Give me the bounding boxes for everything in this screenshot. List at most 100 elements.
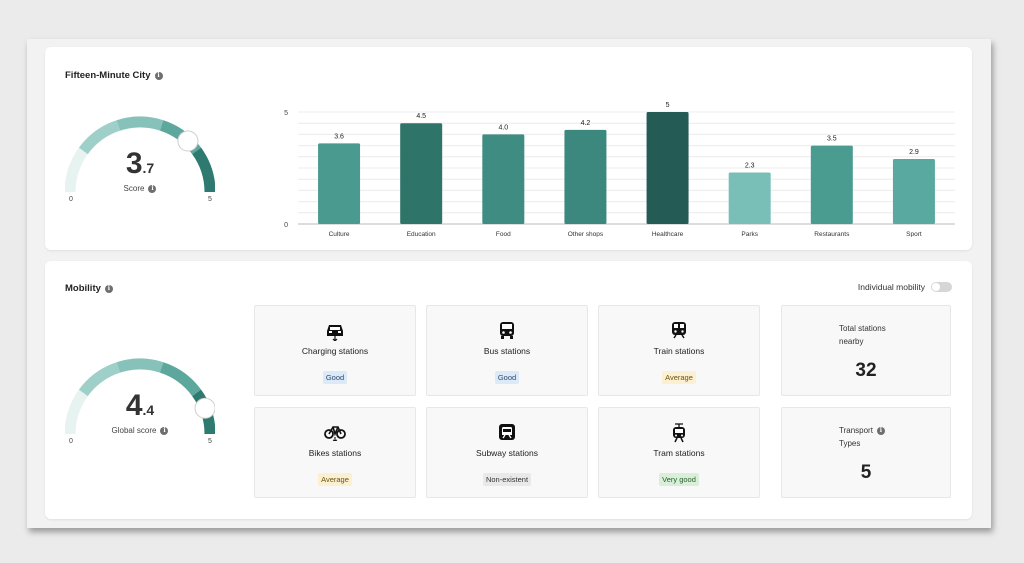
info-icon[interactable]: i [104, 284, 113, 293]
y-tick-label: 0 [284, 222, 288, 229]
global-score-gauge-arc [64, 358, 216, 435]
category-bar-chart: 0 5 3.6 Culture 4.5 Education 4.0 Food 4.2 Other … [284, 102, 955, 237]
transport-types-title-line1: Transport [839, 426, 873, 435]
toggle-switch[interactable] [931, 282, 952, 292]
total-stations-title-line2: nearby [839, 337, 864, 346]
tile-subway-stations[interactable]: Subway stations Non-existent [426, 407, 588, 498]
score-value-integer: 3 [125, 147, 143, 180]
global-score-label: Global score i [65, 426, 215, 435]
individual-mobility-label: Individual mobility [857, 282, 925, 292]
bar-value-label: 5 [666, 102, 670, 109]
subway-icon [427, 423, 587, 441]
status-badge: Non-existent [482, 473, 532, 486]
y-tick-label: 5 [284, 110, 288, 117]
global-score-decimal: .4 [142, 402, 155, 418]
score-gauge: 3.7 Score i 0 5 [64, 107, 216, 207]
total-stations-value: 32 [855, 360, 877, 381]
bar-value-label: 4.2 [581, 120, 591, 127]
status-badge: Average [318, 473, 352, 486]
tile-label: Tram stations [653, 448, 705, 458]
total-stations-title-line1: Total stations [839, 324, 886, 333]
individual-mobility-toggle[interactable]: Individual mobility [858, 282, 952, 292]
status-badge: Average [662, 371, 696, 384]
tile-label: Bikes stations [308, 448, 362, 458]
gauge-max-label: 5 [208, 196, 212, 203]
global-score-integer: 4 [125, 389, 143, 422]
global-score-gauge: 4.4 Global score i 0 5 [64, 349, 216, 449]
info-icon[interactable]: i [876, 426, 885, 435]
score-value-decimal: .7 [142, 160, 155, 176]
toggle-knob [932, 283, 940, 291]
bar-value-label: 2.9 [909, 149, 919, 156]
gauge-max-label: 5 [208, 438, 212, 445]
tram-icon [599, 423, 759, 443]
status-badge: Good [494, 371, 520, 384]
bar-healthcare[interactable] [646, 112, 689, 224]
dashboard-frame: Fifteen-Minute City i 3.7 Score i 0 5 0 5… [27, 39, 991, 528]
x-tick-label: Sport [906, 231, 922, 237]
tile-tram-stations[interactable]: Tram stations Very good [598, 407, 760, 498]
x-tick-label: Food [496, 231, 511, 237]
x-tick-label: Parks [741, 231, 758, 237]
transport-types-value: 5 [860, 462, 872, 483]
total-stations-tile: Total stations nearby 32 [781, 305, 951, 396]
gauge-segment [192, 147, 216, 193]
x-tick-label: Other shops [568, 231, 604, 237]
score-label: Score i [65, 184, 215, 193]
bicycle-icon [255, 423, 415, 441]
bar-value-label: 3.6 [334, 133, 344, 140]
tile-bus-stations[interactable]: Bus stations Good [426, 305, 588, 396]
bar-restaurants[interactable] [810, 145, 853, 224]
transport-types-title: Transport i Types [839, 424, 885, 450]
fifteen-minute-city-card: Fifteen-Minute City i 3.7 Score i 0 5 0 5… [45, 47, 972, 250]
gauge-segment [78, 120, 121, 155]
x-tick-label: Restaurants [814, 231, 850, 237]
car-charging-icon [255, 321, 415, 341]
score-label-text: Score [123, 184, 145, 193]
global-score-label-text: Global score [111, 426, 157, 435]
gauge-min-label: 0 [69, 438, 73, 445]
total-stations-title: Total stations nearby [839, 322, 886, 348]
bar-other-shops[interactable] [564, 129, 607, 224]
tile-charging-stations[interactable]: Charging stations Good [254, 305, 416, 396]
info-icon[interactable]: i [148, 184, 157, 193]
mobility-title: Mobility i [65, 283, 113, 294]
fifteen-minute-city-title-text: Fifteen-Minute City [65, 70, 151, 81]
bar-culture[interactable] [318, 143, 361, 224]
bar-value-label: 4.5 [416, 113, 426, 120]
bar-value-label: 4.0 [498, 124, 508, 131]
transport-types-title-line2: Types [839, 439, 861, 448]
mobility-card: Mobility i Individual mobility 4.4 Globa… [45, 261, 972, 519]
bar-education[interactable] [400, 123, 443, 224]
bus-icon [427, 321, 587, 339]
x-tick-label: Culture [329, 231, 350, 237]
bar-value-label: 3.5 [827, 136, 837, 143]
tile-label: Bus stations [483, 346, 531, 356]
tile-label: Train stations [653, 346, 705, 356]
fifteen-minute-city-title: Fifteen-Minute City i [65, 70, 163, 81]
gauge-segment [116, 116, 164, 131]
tile-train-stations[interactable]: Train stations Average [598, 305, 760, 396]
tile-label: Subway stations [476, 448, 538, 458]
tile-label: Charging stations [301, 346, 369, 356]
bar-value-label: 2.3 [745, 162, 755, 169]
info-icon[interactable]: i [154, 71, 163, 80]
status-badge: Good [322, 371, 348, 384]
status-badge: Very good [659, 473, 699, 486]
score-value: 3.7 [65, 147, 215, 181]
gauge-segment [78, 362, 121, 397]
bar-sport[interactable] [892, 159, 935, 224]
gauge-knob [177, 130, 199, 152]
mobility-title-text: Mobility [65, 283, 101, 294]
bar-parks[interactable] [728, 172, 771, 224]
transport-types-tile: Transport i Types 5 [781, 407, 951, 498]
info-icon[interactable]: i [160, 426, 169, 435]
score-gauge-arc [64, 116, 216, 193]
tile-bikes-stations[interactable]: Bikes stations Average [254, 407, 416, 498]
x-tick-label: Education [407, 231, 436, 237]
train-icon [599, 321, 759, 339]
gauge-segment [116, 358, 164, 373]
bar-food[interactable] [482, 134, 525, 224]
x-tick-label: Healthcare [652, 231, 684, 237]
global-score-value: 4.4 [65, 389, 215, 423]
